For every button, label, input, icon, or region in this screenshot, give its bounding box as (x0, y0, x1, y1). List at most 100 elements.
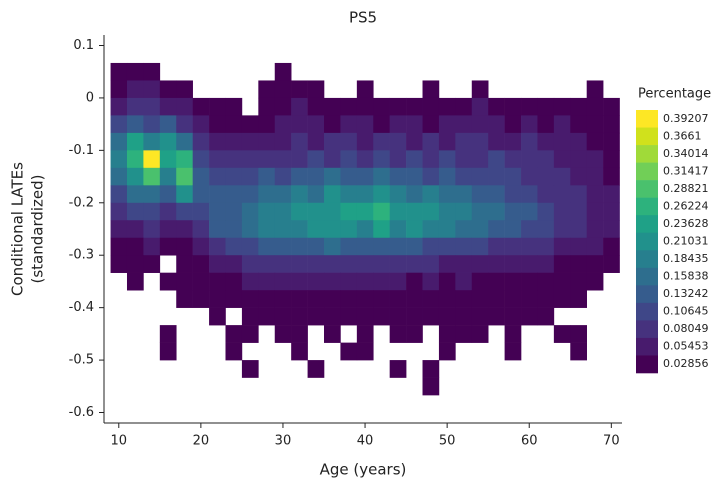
y-tick-label: -0.6 (69, 405, 94, 420)
heat-cell (406, 290, 423, 308)
heat-cell (110, 202, 128, 221)
heat-cell (324, 150, 341, 169)
heat-cell (488, 97, 505, 116)
heat-cell (324, 272, 341, 291)
colorbar-label: 0.13242 (663, 287, 709, 300)
heat-cell (274, 237, 292, 256)
heat-cell (603, 185, 620, 204)
heat-cell (307, 360, 325, 378)
heat-cell (241, 167, 259, 186)
heat-cell (340, 307, 358, 326)
heat-cell (258, 237, 276, 256)
heat-cell (209, 220, 226, 239)
heat-cell (389, 167, 407, 186)
heat-cell (471, 220, 489, 239)
heat-cell (340, 342, 358, 361)
heat-cell (373, 150, 390, 169)
heat-cell (274, 255, 292, 273)
heat-cell (143, 255, 161, 273)
heat-cell (307, 307, 325, 326)
heat-cell (143, 202, 161, 221)
heat-cell (373, 290, 390, 308)
heat-cell (406, 97, 423, 116)
heat-cell (373, 202, 390, 221)
heat-cell (406, 307, 423, 326)
heat-cell (406, 220, 423, 239)
heat-cell (225, 342, 243, 361)
heat-cell (291, 97, 308, 116)
heat-cell (488, 150, 505, 169)
heat-cell (553, 325, 571, 343)
colorbar-swatch (636, 110, 658, 128)
heat-cell (389, 290, 407, 308)
heat-cell (438, 185, 456, 204)
heat-cell (422, 377, 440, 396)
heat-cell (143, 185, 161, 204)
heat-cell (258, 220, 276, 239)
colorbar-swatch (636, 320, 658, 339)
heat-cell (537, 255, 555, 273)
heat-cell (455, 290, 473, 308)
heat-cell (356, 307, 374, 326)
heat-cell (110, 132, 128, 151)
heat-cell (537, 97, 555, 116)
heat-cell (291, 132, 308, 151)
heat-cell (340, 290, 358, 308)
heat-cell (176, 237, 193, 256)
heat-cell (438, 307, 456, 326)
heat-cell (553, 272, 571, 291)
heat-cell (521, 290, 538, 308)
heat-cell (176, 80, 193, 99)
heat-cell (521, 97, 538, 116)
heat-cell (159, 115, 177, 134)
heat-cell (126, 202, 144, 221)
heat-cell (258, 115, 276, 134)
heat-cell (521, 272, 538, 291)
heat-cell (126, 255, 144, 273)
x-tick-label: 40 (357, 434, 374, 449)
heat-cell (455, 255, 473, 273)
heat-cell (373, 115, 390, 134)
heat-cell (356, 132, 374, 151)
heat-cell (307, 220, 325, 239)
heat-cell (274, 80, 292, 99)
heat-cell (586, 80, 604, 99)
heat-cell (406, 185, 423, 204)
heat-cell (274, 272, 292, 291)
heat-cell (241, 237, 259, 256)
heat-cell (159, 202, 177, 221)
heat-cell (324, 255, 341, 273)
heat-cell (274, 150, 292, 169)
heat-cell (455, 115, 473, 134)
heat-cell (143, 237, 161, 256)
heat-cell (537, 115, 555, 134)
y-tick-label: -0.5 (69, 353, 94, 368)
heat-cell (307, 202, 325, 221)
heat-cell (159, 167, 177, 186)
chart-title: PS5 (349, 9, 377, 27)
heat-cell (504, 115, 522, 134)
heat-cell (537, 167, 555, 186)
heat-cell (340, 150, 358, 169)
heat-cell (422, 80, 440, 99)
heat-cell (291, 220, 308, 239)
heat-cell (586, 202, 604, 221)
heat-cell (225, 255, 243, 273)
heat-cell (241, 290, 259, 308)
heat-cell (340, 132, 358, 151)
heat-cell (603, 167, 620, 186)
heat-cell (586, 150, 604, 169)
heat-cell (340, 237, 358, 256)
heat-cell (324, 290, 341, 308)
colorbar-label: 0.39207 (663, 112, 709, 125)
heat-cell (258, 132, 276, 151)
heat-cell (373, 220, 390, 239)
heat-cell (389, 255, 407, 273)
heat-cell (356, 220, 374, 239)
y-tick-label: -0.1 (69, 143, 94, 158)
heat-cell (176, 132, 193, 151)
heat-cell (438, 132, 456, 151)
heat-cell (176, 185, 193, 204)
heat-cell (159, 272, 177, 291)
heat-cell (209, 150, 226, 169)
